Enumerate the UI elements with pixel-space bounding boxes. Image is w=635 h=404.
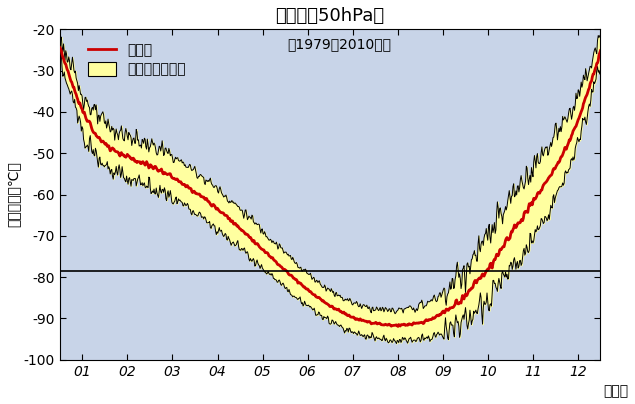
Title: 南半球（50hPa）: 南半球（50hPa） bbox=[276, 7, 385, 25]
Text: （月）: （月） bbox=[603, 385, 628, 398]
Text: （1979～2010年）: （1979～2010年） bbox=[287, 38, 391, 52]
Y-axis label: 最低気温（℃）: 最低気温（℃） bbox=[7, 162, 21, 227]
Legend: 平均値, 最高最低の範囲: 平均値, 最高最低の範囲 bbox=[88, 43, 186, 77]
